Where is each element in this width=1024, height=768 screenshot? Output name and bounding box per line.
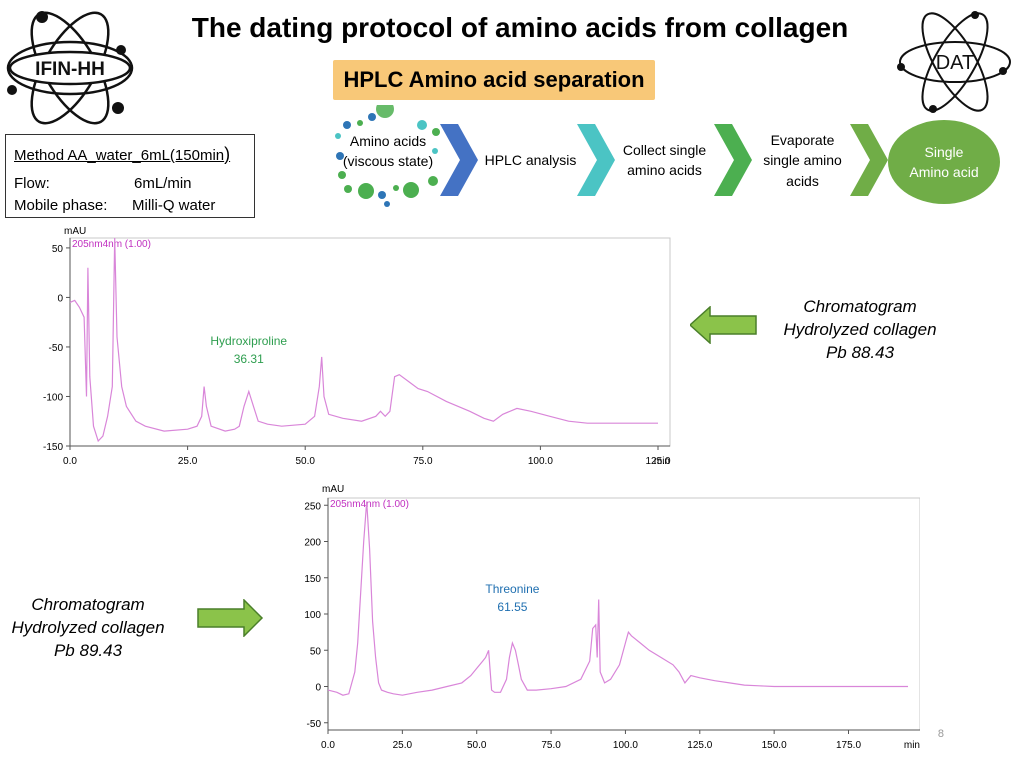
step-evaporate-line2: single amino [763, 152, 842, 169]
x-tick-label: 25.0 [178, 456, 198, 467]
x-tick-label: 0.0 [63, 456, 77, 467]
section-subtitle-text: HPLC Amino acid separation [343, 67, 645, 92]
page-number: 8 [937, 728, 944, 740]
chromatogram-bottom-line1: Chromatogram [31, 595, 145, 614]
peak-annotation-value: 61.55 [497, 600, 527, 614]
plot-frame [69, 237, 671, 447]
ifin-hh-logo-text: IFIN-HH [35, 59, 105, 80]
peak-annotation-value: 36.31 [234, 352, 264, 366]
y-tick-label: 50 [52, 244, 64, 255]
chromatogram-top-line3: Pb 88.43 [825, 342, 895, 362]
x-tick-label: 175.0 [836, 740, 861, 751]
method-mobile-phase-row: Mobile phase: Milli-Q water [14, 195, 246, 217]
x-axis-label: min [654, 456, 670, 467]
y-tick-label: 50 [310, 646, 322, 657]
step-amino-acids-line2: (viscous state) [342, 153, 434, 170]
amino-acid-bubbles [335, 105, 440, 207]
y-axis-label: mAU [322, 484, 344, 495]
step-collect-line2: amino acids [627, 162, 702, 179]
dat-logo: DAT [897, 11, 1011, 113]
chromatogram-label-top: Chromatogram Hydrolyzed collagen Pb 88.4… [760, 296, 960, 365]
chromatogram-trace [327, 501, 908, 696]
left-arrow-icon [690, 306, 757, 344]
process-arrow-2-icon [577, 124, 615, 196]
chromatogram-top-line2: Hydrolyzed collagen [783, 319, 937, 339]
step-amino-acids: Amino acids (viscous state) [333, 131, 443, 172]
chromatogram-top-line1: Chromatogram [803, 297, 917, 316]
step-evaporate: Evaporate single amino acids [750, 130, 855, 191]
x-tick-label: 50.0 [467, 740, 487, 751]
x-tick-label: 100.0 [613, 740, 638, 751]
y-axis-label: mAU [64, 226, 86, 237]
step-collect-amino-acids: Collect single amino acids [612, 140, 717, 181]
plot-frame [327, 497, 920, 731]
chromatogram-bottom: 250 200 150 100 50 0 -50 0.0 25.0 50.0 75.0 100.0 12… [304, 484, 920, 751]
x-tick-label: 25.0 [393, 740, 413, 751]
chromatogram-bottom-line2: Hydrolyzed collagen [11, 617, 165, 637]
y-tick-label: 150 [304, 574, 321, 585]
mobile-phase-value: Milli-Q water [132, 196, 216, 214]
step-single-line1: Single [924, 143, 964, 160]
y-tick-label: -100 [43, 392, 63, 403]
y-tick-label: 0 [315, 683, 321, 694]
y-tick-label: 250 [304, 501, 321, 512]
x-tick-label: 50.0 [295, 456, 315, 467]
method-title-text: Method AA_water_6mL(150min [14, 147, 225, 164]
step-collect-line1: Collect single [622, 142, 707, 158]
y-tick-label: 0 [57, 293, 63, 304]
slide-title: The dating protocol of amino acids from … [191, 12, 849, 43]
ifin-hh-logo: IFIN-HH [6, 11, 134, 125]
step-single-line2: Amino acid [909, 164, 979, 180]
mobile-phase-label: Mobile phase: [14, 196, 108, 214]
right-arrow-icon [197, 599, 264, 637]
y-tick-label: -150 [43, 442, 63, 453]
step-hplc-analysis: HPLC analysis [484, 152, 577, 168]
peak-annotation-name: Threonine [485, 582, 539, 596]
y-tick-label: -50 [307, 719, 322, 730]
chromatogram-label-bottom: Chromatogram Hydrolyzed collagen Pb 89.4… [0, 594, 188, 663]
section-subtitle: HPLC Amino acid separation [333, 60, 655, 100]
y-tick-label: 100 [304, 610, 321, 621]
x-tick-label: 125.0 [687, 740, 712, 751]
process-arrow-1-icon [440, 124, 478, 196]
flow-value: 6mL/min [134, 175, 192, 193]
method-title: Method AA_water_6mL(150min) [14, 141, 246, 167]
chromatogram-trace [69, 237, 658, 443]
y-tick-label: -50 [49, 343, 64, 354]
legend-label: 205nm4nm (1.00) [72, 239, 151, 250]
x-tick-label: 100.0 [528, 456, 553, 467]
step-single-amino-acid-circle: Single Amino acid [888, 120, 1000, 204]
dat-logo-text: DAT [936, 52, 975, 74]
flow-label: Flow: [14, 175, 50, 193]
process-arrow-3-icon [714, 124, 752, 196]
y-tick-label: 200 [304, 538, 321, 549]
step-evaporate-line3: acids [786, 172, 819, 189]
process-arrow-4-icon [850, 124, 888, 196]
legend-label: 205nm4nm (1.00) [330, 499, 409, 510]
x-axis-label: min [904, 740, 920, 751]
peak-annotation-name: Hydroxiproline [210, 334, 287, 348]
method-title-suffix: ) [224, 144, 231, 164]
x-tick-label: 0.0 [321, 740, 335, 751]
x-tick-label: 75.0 [413, 456, 433, 467]
step-amino-acids-line1: Amino acids [349, 133, 427, 149]
step-evaporate-line1: Evaporate [770, 132, 835, 148]
chromatogram-bottom-line3: Pb 89.43 [53, 640, 123, 660]
method-info-box: Method AA_water_6mL(150min) Flow: 6mL/mi… [5, 134, 255, 218]
method-flow-row: Flow: 6mL/min [14, 173, 246, 195]
x-tick-label: 75.0 [541, 740, 561, 751]
x-tick-label: 150.0 [762, 740, 787, 751]
x-tick-label: 125.0 [645, 456, 670, 467]
